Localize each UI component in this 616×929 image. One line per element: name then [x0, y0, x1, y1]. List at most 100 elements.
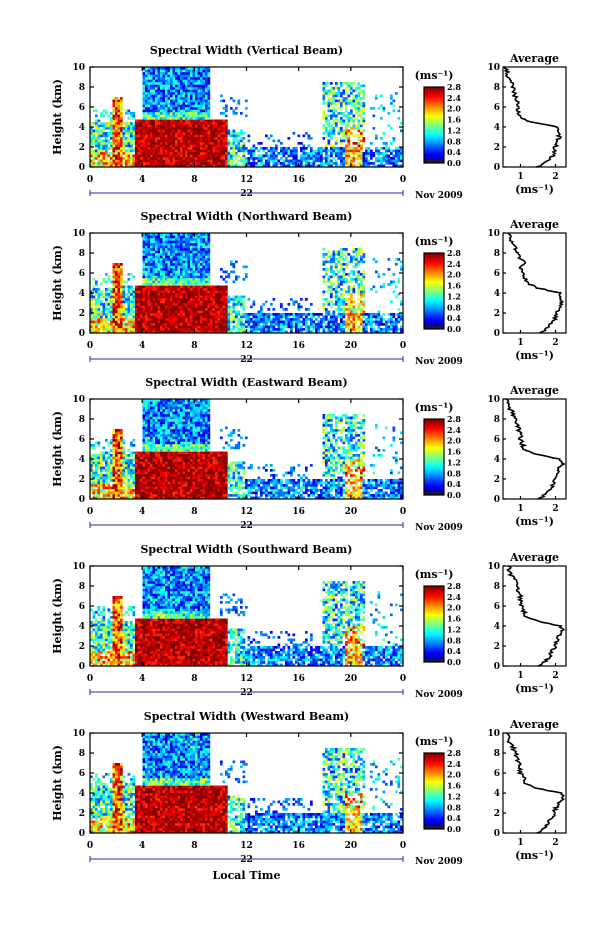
heatmap-cell	[208, 160, 211, 163]
heatmap-cell	[103, 122, 106, 125]
heatmap-cell	[350, 92, 353, 95]
heatmap-cell	[400, 152, 403, 155]
heatmap-cell	[190, 132, 193, 135]
heatmap-cell	[325, 155, 328, 158]
heatmap-cell	[343, 162, 346, 165]
heatmap-cell	[120, 157, 123, 160]
heatmap-cell	[323, 150, 326, 153]
heatmap-cell	[135, 152, 138, 155]
heatmap-cell	[210, 132, 213, 135]
heatmap-cell	[368, 155, 371, 158]
heatmap-cell	[185, 142, 188, 145]
heatmap-cell	[183, 137, 186, 140]
colorbar-step	[424, 131, 444, 133]
heatmap-cell	[148, 157, 151, 160]
heatmap-cell	[253, 150, 256, 153]
heatmap-cell	[253, 162, 256, 165]
heatmap-cell	[148, 155, 151, 158]
heatmap-cell	[113, 122, 116, 125]
heatmap-cell	[113, 160, 116, 163]
heatmap-cell	[210, 127, 213, 130]
heatmap-cell	[293, 152, 296, 155]
heatmap-cell	[230, 147, 233, 150]
heatmap-cell	[158, 100, 161, 103]
heatmap-cell	[338, 155, 341, 158]
heatmap-cell	[310, 152, 313, 155]
heatmap-cell	[168, 125, 171, 128]
heatmap-cell	[150, 90, 153, 93]
heatmap-cell	[105, 112, 108, 115]
heatmap-cell	[108, 140, 111, 143]
heatmap-cell	[103, 145, 106, 148]
heatmap-cell	[150, 95, 153, 98]
heatmap-cell	[188, 117, 191, 120]
heatmap-cell	[118, 155, 121, 158]
heatmap-cell	[183, 82, 186, 85]
y-tick-label: 6	[79, 103, 85, 113]
heatmap-cell	[330, 117, 333, 120]
heatmap-cell	[330, 100, 333, 103]
heatmap-cell	[148, 102, 151, 105]
heatmap-cell	[385, 160, 388, 163]
heatmap-cell	[135, 137, 138, 140]
heatmap-cell	[335, 82, 338, 85]
heatmap-cell	[200, 72, 203, 75]
heatmap-cell	[163, 122, 166, 125]
heatmap-cell	[100, 115, 103, 118]
heatmap-cell	[160, 135, 163, 138]
heatmap-cell	[175, 97, 178, 100]
heatmap-cell	[145, 140, 148, 143]
heatmap-cell	[148, 127, 151, 130]
heatmap-cell	[185, 82, 188, 85]
heatmap-cell	[123, 152, 126, 155]
heatmap-cell	[338, 112, 341, 115]
heatmap-cell	[363, 92, 366, 95]
heatmap-cell	[125, 127, 128, 130]
heatmap-cell	[175, 162, 178, 165]
heatmap-cell	[183, 102, 186, 105]
heatmap-cell	[220, 162, 223, 165]
heatmap-cell	[143, 125, 146, 128]
heatmap-cell	[198, 125, 201, 128]
heatmap-cell	[118, 130, 121, 133]
heatmap-cell	[340, 150, 343, 153]
heatmap-cell	[235, 152, 238, 155]
heatmap-cell	[328, 157, 331, 160]
heatmap-cell	[133, 147, 136, 150]
heatmap-cell	[340, 130, 343, 133]
heatmap-cell	[150, 105, 153, 108]
heatmap-cell	[208, 92, 211, 95]
heatmap-cell	[165, 112, 168, 115]
heatmap-cell	[210, 120, 213, 123]
heatmap-cell	[138, 135, 141, 138]
heatmap-cell	[198, 155, 201, 158]
heatmap-cell	[113, 137, 116, 140]
heatmap-cell	[135, 155, 138, 158]
heatmap-cell	[135, 130, 138, 133]
heatmap-cell	[160, 102, 163, 105]
heatmap-cell	[325, 122, 328, 125]
heatmap-cell	[118, 107, 121, 110]
heatmap-cell	[170, 115, 173, 118]
heatmap-cell	[335, 95, 338, 98]
heatmap-cell	[155, 107, 158, 110]
colorbar-step	[424, 115, 444, 117]
heatmap-cell	[173, 107, 176, 110]
heatmap-cell	[325, 137, 328, 140]
heatmap-cell	[383, 142, 386, 145]
heatmap-cell	[200, 122, 203, 125]
heatmap-cell	[305, 157, 308, 160]
heatmap-cell	[345, 137, 348, 140]
heatmap-cell	[205, 85, 208, 88]
heatmap-cell	[175, 85, 178, 88]
heatmap-cell	[203, 122, 206, 125]
heatmap-cell	[135, 127, 138, 130]
heatmap-cell	[163, 137, 166, 140]
heatmap-cell	[378, 107, 381, 110]
heatmap-cell	[333, 147, 336, 150]
heatmap-cell	[180, 157, 183, 160]
heatmap-cell	[153, 132, 156, 135]
heatmap-cell	[220, 155, 223, 158]
heatmap-cell	[288, 137, 291, 140]
heatmap-cell	[200, 130, 203, 133]
